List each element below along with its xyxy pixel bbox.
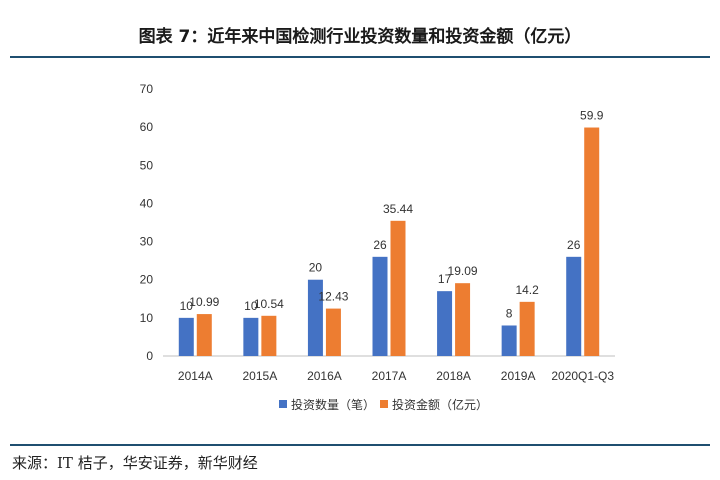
data-label-amount: 19.09 (448, 264, 478, 278)
x-tick-label: 2018A (436, 369, 471, 383)
data-label-count: 10 (180, 299, 194, 313)
data-label-amount: 35.44 (383, 202, 413, 216)
x-tick-label: 2017A (372, 369, 407, 383)
x-tick-label: 2016A (307, 369, 342, 383)
bar-amount (390, 220, 406, 356)
bar-count (437, 291, 453, 356)
data-label-amount: 14.2 (515, 283, 539, 297)
legend-swatch (380, 400, 388, 408)
data-label-amount: 59.9 (580, 109, 604, 123)
y-tick-label: 0 (146, 349, 153, 363)
legend-label: 投资金额（亿元） (392, 397, 488, 412)
y-tick-label: 20 (140, 273, 154, 287)
bar-amount (325, 308, 341, 356)
x-tick-label: 2015A (243, 369, 278, 383)
bar-amount (196, 314, 212, 356)
title-divider (10, 56, 710, 58)
bar-count (243, 317, 259, 356)
x-tick-label: 2019A (501, 369, 536, 383)
bar-amount (584, 127, 600, 356)
data-label-amount: 12.43 (318, 290, 348, 304)
data-label-count: 17 (438, 272, 452, 286)
bar-count (372, 256, 388, 356)
y-tick-label: 10 (140, 311, 154, 325)
data-label-count: 20 (309, 261, 323, 275)
bar-count (501, 325, 517, 356)
source-note: 来源：IT 桔子，华安证券，新华财经 (12, 454, 258, 472)
bar-count (307, 279, 323, 356)
legend-label: 投资数量（笔） (291, 397, 375, 412)
data-label-amount: 10.99 (189, 295, 219, 309)
bar-amount (455, 283, 471, 356)
chart-title: 图表 7：近年来中国检测行业投资数量和投资金额（亿元） (138, 27, 582, 47)
data-label-amount: 10.54 (254, 297, 284, 311)
y-tick-label: 50 (140, 158, 154, 172)
bar-amount (261, 315, 277, 356)
x-tick-label: 2020Q1-Q3 (551, 369, 614, 383)
x-tick-label: 2014A (178, 369, 213, 383)
bar-amount (519, 301, 535, 356)
data-label-count: 8 (506, 306, 513, 320)
footer-divider (10, 444, 710, 446)
bar-count (566, 256, 582, 356)
data-label-count: 26 (373, 238, 387, 252)
legend-swatch (279, 400, 287, 408)
data-label-count: 10 (244, 299, 258, 313)
bar-count (178, 317, 194, 356)
data-label-count: 26 (567, 238, 581, 252)
y-tick-label: 40 (140, 196, 154, 210)
y-tick-label: 70 (140, 82, 154, 96)
y-tick-label: 30 (140, 235, 154, 249)
y-tick-label: 60 (140, 120, 154, 134)
